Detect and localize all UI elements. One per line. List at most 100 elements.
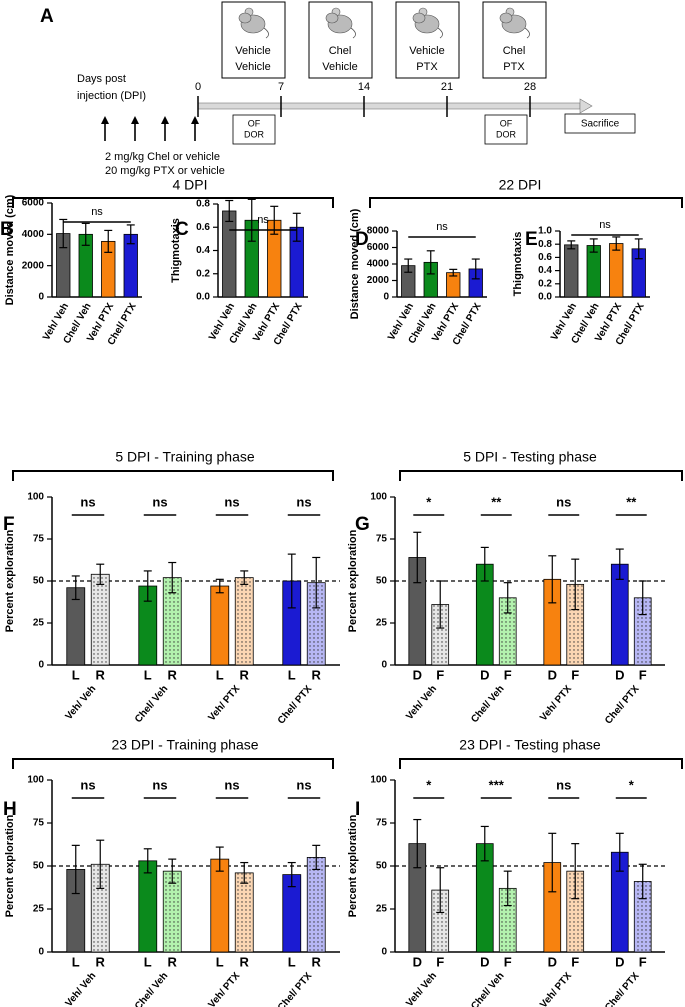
error-bar (168, 858, 177, 884)
x-tick-label: R (96, 954, 106, 969)
bar (306, 857, 326, 953)
bar (234, 577, 254, 666)
bar (609, 243, 624, 298)
section-bracket (399, 470, 683, 481)
x-tick-label: F (571, 954, 579, 969)
section-title: 5 DPI - Training phase (115, 449, 255, 465)
error-bar (247, 198, 256, 242)
y-tick-label: 2000 (367, 275, 390, 286)
group-box (308, 1, 373, 79)
significance-label: * (426, 494, 432, 509)
x-tick-label: F (639, 954, 647, 969)
timeline-tick-label: 14 (358, 81, 370, 93)
group-label: Vehicle (235, 61, 270, 73)
x-tick-label: L (72, 667, 80, 682)
group-label: PTX (503, 61, 525, 73)
y-tick-label: 6000 (367, 242, 390, 253)
significance-label: ns (257, 214, 269, 226)
error-bar (215, 846, 224, 872)
timeline-title: Days post (77, 73, 126, 85)
y-tick-label: 100 (370, 492, 387, 503)
error-bar (567, 240, 576, 250)
y-tick-label: 0.0 (196, 292, 210, 303)
mouse-head (499, 12, 513, 24)
group-label: Veh/ Veh (404, 684, 439, 723)
y-tick-label: 0 (38, 660, 44, 671)
test-label: OF (500, 118, 513, 128)
section-title: 5 DPI - Testing phase (463, 449, 597, 465)
error-bar (96, 839, 105, 889)
x-tick-label: L (216, 667, 224, 682)
y-tick-label: 75 (33, 534, 45, 545)
error-bar (634, 238, 643, 260)
significance-label: ns (556, 777, 571, 792)
group-label: Chel/ PTX (276, 683, 315, 726)
group-label: Chel/ Veh (133, 684, 170, 726)
x-tick-label: D (480, 667, 489, 682)
test-box (484, 114, 528, 145)
significance-label: ns (80, 494, 95, 509)
mouse-tail (524, 27, 530, 39)
injection-arrowhead (101, 116, 109, 124)
panel-label: F (3, 514, 15, 535)
mouse-head (325, 12, 339, 24)
y-tick-label: 4000 (367, 259, 390, 270)
x-tick-label: D (480, 954, 489, 969)
error-bar (638, 863, 647, 900)
y-tick-label: 25 (33, 904, 45, 915)
significance-label: ns (224, 777, 239, 792)
error-bar (312, 844, 321, 871)
endpoint-box (564, 113, 636, 134)
section-bracket (399, 758, 683, 769)
error-bar (240, 570, 249, 585)
y-tick-label: 0 (381, 947, 387, 958)
error-bar (571, 558, 580, 611)
x-tick-label: F (504, 667, 512, 682)
y-tick-label: 0 (383, 292, 389, 303)
significance-label: ns (296, 777, 311, 792)
bar (234, 872, 254, 953)
y-axis-label: Percent exploration (347, 529, 359, 632)
significance-label: * (426, 777, 432, 792)
x-tick-label: R (312, 667, 322, 682)
error-bar (615, 548, 624, 580)
x-tick-label: R (312, 954, 322, 969)
timeline-bar (197, 102, 581, 110)
y-tick-label: 1.0 (538, 226, 552, 237)
error-bar (225, 199, 234, 223)
group-label: Chel/ PTX (276, 970, 315, 1007)
group-label: Veh/ Veh (404, 971, 439, 1007)
error-bar (104, 229, 113, 253)
y-tick-label: 0.8 (196, 199, 210, 210)
error-bar (96, 563, 105, 585)
y-axis-label: Percent exploration (4, 814, 16, 917)
y-tick-label: 25 (376, 904, 388, 915)
x-tick-label: D (413, 667, 422, 682)
group-label: Chel (329, 45, 352, 57)
bar (586, 245, 601, 298)
y-tick-label: 25 (33, 618, 45, 629)
bar (90, 573, 110, 666)
bar (138, 860, 158, 953)
error-bar (548, 555, 557, 604)
section-title: 23 DPI - Training phase (111, 737, 258, 753)
panel-label: C (175, 219, 189, 240)
y-axis-label: Thigmotaxis (512, 232, 524, 297)
section-title: 22 DPI (499, 177, 542, 193)
y-tick-label: 100 (27, 492, 44, 503)
y-tick-label: 75 (376, 534, 388, 545)
timeline-tick-label: 21 (441, 81, 453, 93)
timeline-title: injection (DPI) (77, 90, 146, 102)
x-tick-label: D (548, 954, 557, 969)
error-bar (589, 238, 598, 253)
y-axis-label: Distance moved (cm) (4, 194, 16, 305)
section-bracket (12, 470, 334, 481)
timeline-tick-label: 28 (524, 81, 536, 93)
injection-arrowhead (191, 116, 199, 124)
y-tick-label: 2000 (22, 260, 45, 271)
mouse-tail (437, 27, 443, 39)
error-bar (168, 561, 177, 594)
section-bracket (369, 197, 683, 208)
error-bar (413, 531, 422, 584)
y-tick-label: 50 (376, 576, 388, 587)
